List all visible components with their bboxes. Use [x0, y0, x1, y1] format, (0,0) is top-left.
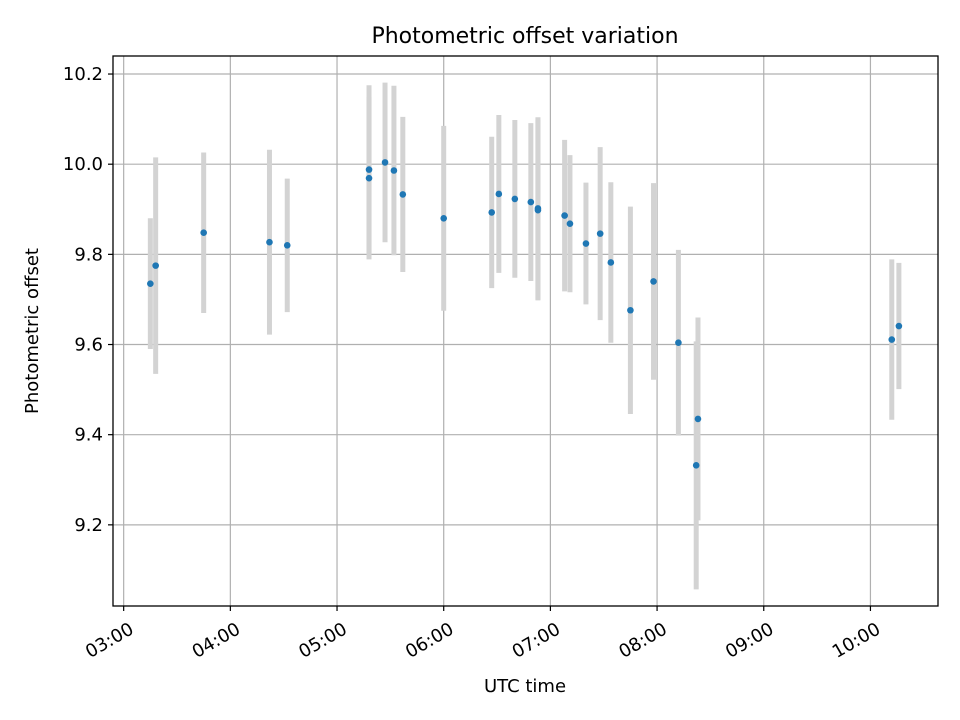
grid-lines: [113, 56, 938, 606]
data-point: [365, 174, 373, 182]
x-axis-label: UTC time: [484, 676, 566, 697]
data-point: [440, 214, 448, 222]
data-point: [381, 159, 389, 166]
data-point: [566, 220, 574, 228]
x-tick-label: 07:00: [509, 619, 564, 663]
data-point: [147, 280, 154, 287]
data-point: [596, 230, 604, 237]
data-point: [152, 262, 159, 269]
y-tick-label: 10.2: [63, 64, 103, 85]
data-point: [534, 206, 542, 214]
y-tick-label: 9.4: [74, 425, 103, 446]
error-bars: [147, 82, 902, 590]
data-point: [561, 212, 568, 219]
data-point: [692, 462, 700, 469]
data-point: [283, 242, 291, 249]
x-tick-label: 10:00: [829, 619, 884, 663]
data-point: [488, 209, 496, 216]
data-point: [511, 195, 519, 203]
data-point: [582, 240, 590, 247]
data-point: [627, 306, 634, 314]
data-point: [390, 167, 398, 174]
y-tick-label: 9.8: [74, 244, 103, 265]
data-point: [266, 238, 273, 246]
data-point: [694, 415, 702, 423]
y-tick-label: 9.6: [74, 335, 103, 356]
x-tick-label: 03:00: [82, 619, 137, 663]
data-point: [675, 339, 682, 347]
plot-frame: [112, 55, 939, 607]
data-points: [147, 159, 903, 469]
x-axis-ticks: 03:00 04:00 05:00 06:00 07:00 08:00 09:00 10:00: [82, 606, 884, 663]
y-axis-label: Photometric offset: [22, 248, 43, 414]
data-point: [607, 259, 615, 266]
data-point: [527, 198, 535, 206]
y-tick-label: 9.2: [74, 515, 103, 536]
data-point: [399, 191, 407, 198]
x-tick-label: 04:00: [189, 619, 244, 663]
data-point: [888, 336, 896, 343]
data-point: [650, 278, 657, 285]
y-tick-label: 10.0: [63, 154, 103, 175]
data-point: [895, 322, 903, 330]
chart-title: Photometric offset variation: [371, 24, 678, 49]
x-tick-label: 05:00: [295, 619, 350, 663]
data-point: [365, 166, 373, 173]
y-axis-ticks: 9.2 9.4 9.6 9.8 10.0 10.2: [63, 64, 113, 536]
data-point: [200, 229, 207, 237]
x-tick-label: 09:00: [722, 619, 777, 663]
x-tick-label: 08:00: [615, 619, 670, 663]
data-point: [495, 190, 503, 198]
x-tick-label: 06:00: [402, 619, 457, 663]
